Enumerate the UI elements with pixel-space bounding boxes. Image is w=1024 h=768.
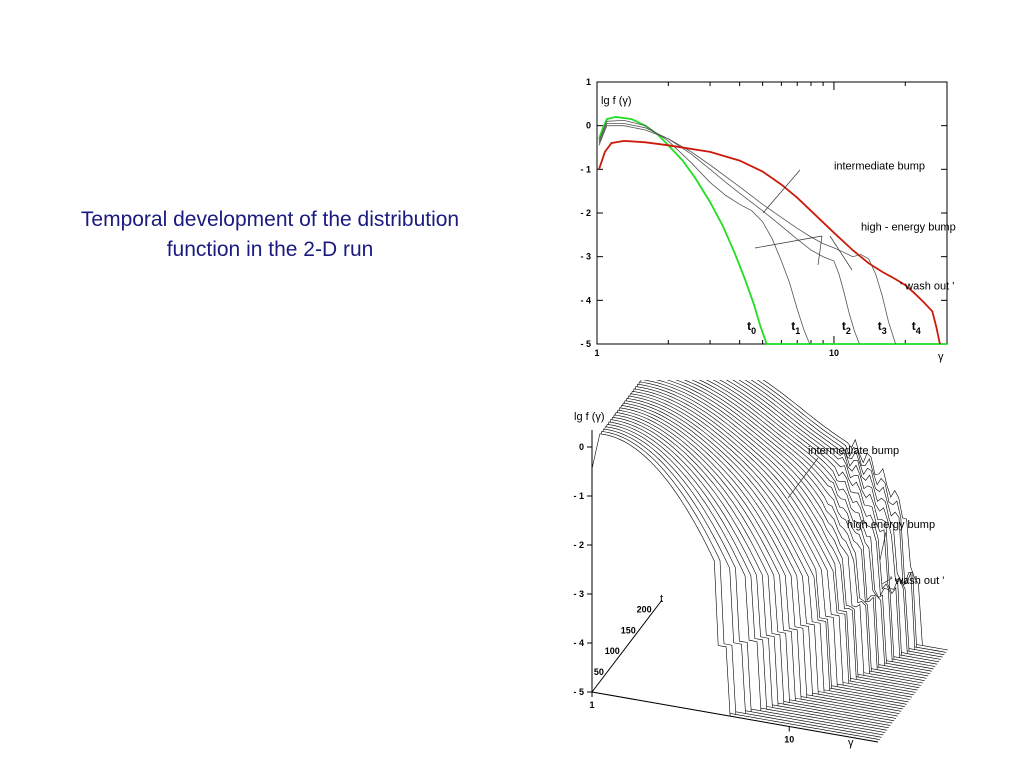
y-tick-label: 0 <box>579 442 584 452</box>
x-tick-label: 1 <box>589 700 594 710</box>
x-axis-label: γ <box>848 737 854 749</box>
bottom-axes <box>591 430 879 743</box>
y-axis-label: lg f (γ) <box>601 95 632 107</box>
depth-tick-labels: 50 100 150 200 <box>594 604 652 677</box>
slide-title-line-1: Temporal development of the distribution <box>80 208 460 231</box>
depth-axis-label: t <box>660 593 663 605</box>
annotation-leaders <box>754 169 853 271</box>
series-line-t2 <box>598 123 860 345</box>
y-tick-labels: 1 0 - 1 - 2 - 3 - 4 - 5 <box>580 77 591 349</box>
annotation-leaders <box>787 457 893 585</box>
time-label: t3 <box>878 319 887 336</box>
y-tick-labels: 0 - 1 - 2 - 3 - 4 - 5 <box>573 442 592 697</box>
axis-ticks <box>596 81 948 345</box>
depth-tick-label: 150 <box>621 625 636 635</box>
y-tick-label: - 4 <box>580 295 591 305</box>
x-tick-labels: 1 10 <box>589 692 794 744</box>
depth-tick-label: 50 <box>594 667 604 677</box>
x-axis-line <box>591 691 879 743</box>
annotations: intermediate bump high - energy bump ' was… <box>747 160 956 336</box>
y-tick-label: - 1 <box>573 491 584 501</box>
depth-tick-label: 200 <box>637 604 652 614</box>
y-axis-label: lg f (γ) <box>574 411 605 423</box>
slide-title: Temporal development of the distribution… <box>30 205 510 265</box>
y-tick-label: 0 <box>586 121 591 131</box>
time-label: t4 <box>912 319 921 336</box>
annotation-label: ' wash out ' <box>900 280 954 292</box>
y-tick-label: - 1 <box>580 164 591 174</box>
distribution-chart-3d: 0 - 1 - 2 - 3 - 4 - 5 50 100 150 200 1 10 lg f (γ… <box>573 380 949 749</box>
plot-frame <box>596 81 948 345</box>
annotation-label: intermediate bump <box>834 160 925 172</box>
annotation-label: intermediate bump <box>808 445 899 457</box>
x-tick-label: 1 <box>594 348 599 358</box>
annotations: intermediate bump high energy bump ' wash … <box>808 445 944 587</box>
series-lines <box>598 115 947 345</box>
x-tick-label: 10 <box>829 348 839 358</box>
y-tick-label: - 3 <box>580 252 591 262</box>
y-tick-label: - 5 <box>580 339 591 349</box>
depth-axis-line <box>591 599 663 693</box>
annotation-label: ' wash out ' <box>890 575 944 587</box>
depth-tick-label: 100 <box>605 646 620 656</box>
time-label: t0 <box>747 319 756 336</box>
x-tick-labels: 1 10 <box>594 348 838 358</box>
waterfall-slices <box>591 380 949 743</box>
series-line-t1 <box>598 119 811 345</box>
y-tick-label: - 2 <box>580 208 591 218</box>
time-label: t1 <box>791 319 800 336</box>
x-axis-label: γ <box>938 351 944 363</box>
annotation-label: high - energy bump <box>861 221 956 233</box>
slide-title-line-2: function in the 2-D run <box>166 238 374 261</box>
series-line-t0 <box>598 115 947 345</box>
y-tick-label: 1 <box>586 77 591 87</box>
y-tick-label: - 2 <box>573 540 584 550</box>
x-tick-label: 10 <box>784 734 794 744</box>
distribution-chart-2d: 10- 1- 2- 3- 4- 5 1 10 lg f (γ) γ interme… <box>580 77 956 363</box>
time-label: t2 <box>842 319 851 336</box>
series-line-t3 <box>598 125 896 345</box>
annotation-label: high energy bump <box>847 519 935 531</box>
y-tick-label: - 4 <box>573 638 584 648</box>
y-tick-label: - 3 <box>573 589 584 599</box>
series-line-t4 <box>598 139 941 345</box>
y-tick-label: - 5 <box>573 687 584 697</box>
